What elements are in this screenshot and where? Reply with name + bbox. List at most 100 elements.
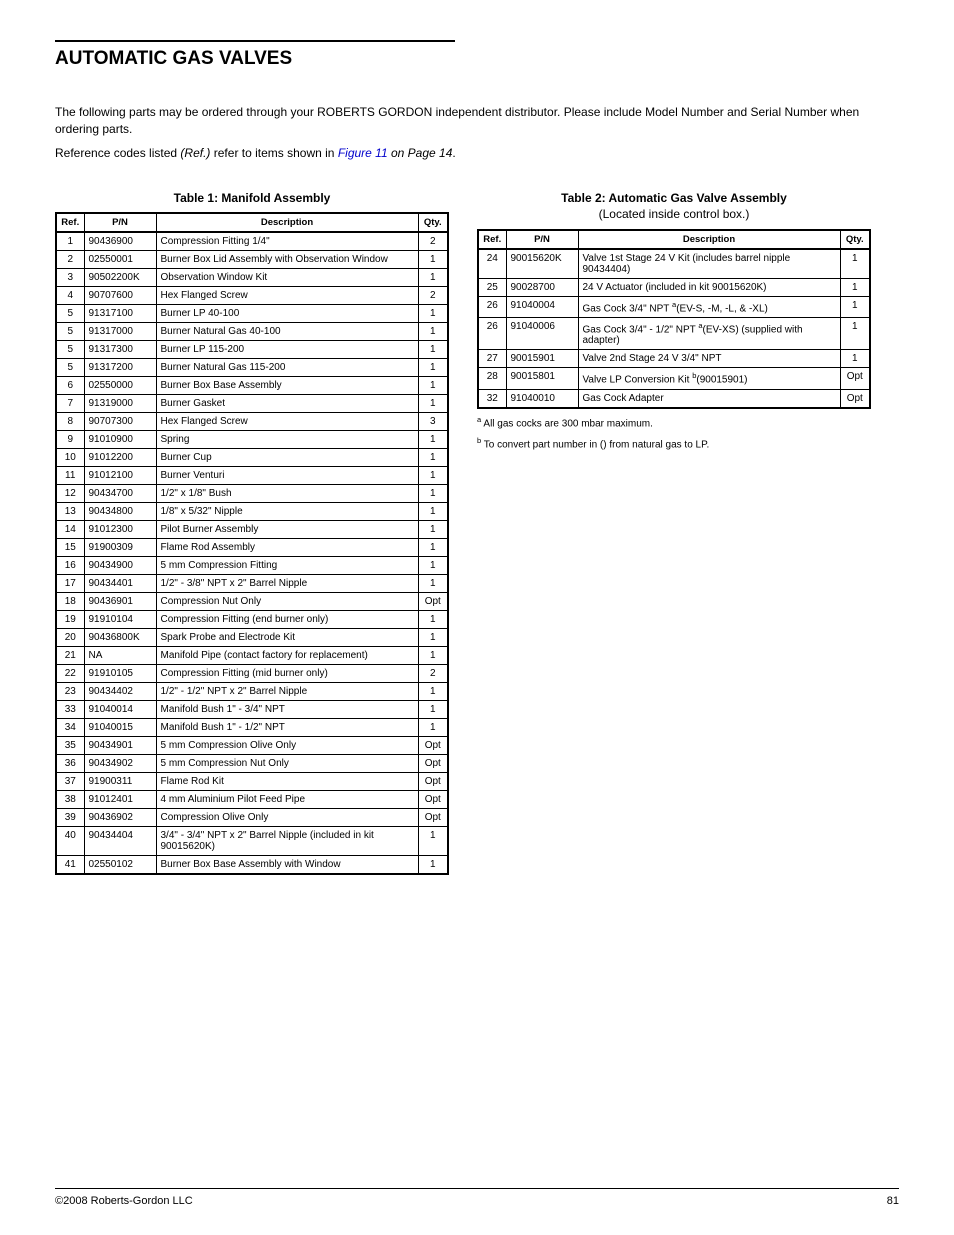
table-row: 991010900Spring1 [56, 431, 448, 449]
table-cell: 38 [56, 791, 84, 809]
table-row: 890707300Hex Flanged Screw3 [56, 413, 448, 431]
table-cell: 26 [478, 296, 506, 317]
table-cell: Opt [418, 809, 448, 827]
intro-sub-link[interactable]: Figure 11 [338, 146, 388, 160]
table-cell: 1/2" x 1/8" Bush [156, 485, 418, 503]
intro-sub-onpage: on Page 14 [391, 146, 452, 160]
table-row: 4102550102Burner Box Base Assembly with … [56, 856, 448, 875]
table-cell: Opt [418, 737, 448, 755]
table-cell: 24 [478, 249, 506, 279]
table-cell: 90434901 [84, 737, 156, 755]
table-cell: 91040014 [84, 701, 156, 719]
table-cell: 1 [418, 701, 448, 719]
table-cell: 91900309 [84, 539, 156, 557]
table-row: 602550000Burner Box Base Assembly1 [56, 377, 448, 395]
table-cell: Valve 2nd Stage 24 V 3/4" NPT [578, 350, 840, 368]
table1-caption-line1: Table 1: Manifold Assembly [55, 190, 449, 206]
table-header-row: Ref.P/NDescriptionQty. [56, 213, 448, 232]
table-cell: 90434700 [84, 485, 156, 503]
table-row: 259002870024 V Actuator (included in kit… [478, 278, 870, 296]
table-cell: Opt [418, 791, 448, 809]
table-cell: 90436900 [84, 232, 156, 251]
table-cell: 1 [418, 503, 448, 521]
table-cell: 3/4" - 3/4" NPT x 2" Barrel Nipple (incl… [156, 827, 418, 856]
table-cell: 02550001 [84, 251, 156, 269]
table1-caption: Table 1: Manifold Assembly [55, 190, 449, 206]
table-cell: Opt [418, 593, 448, 611]
table-cell: Compression Olive Only [156, 809, 418, 827]
table-cell: Opt [840, 368, 870, 389]
table-cell: 91317200 [84, 359, 156, 377]
table-cell: 1 [840, 278, 870, 296]
table-cell: 1 [56, 232, 84, 251]
table-row: 791319000Burner Gasket1 [56, 395, 448, 413]
table-row: 2790015901Valve 2nd Stage 24 V 3/4" NPT1 [478, 350, 870, 368]
table-cell: 90434900 [84, 557, 156, 575]
table-cell: 90015620K [506, 249, 578, 279]
table-row: 390502200KObservation Window Kit1 [56, 269, 448, 287]
table-cell: 02550000 [84, 377, 156, 395]
table-cell: Opt [418, 755, 448, 773]
table-cell: 1 [418, 377, 448, 395]
table-cell: Compression Fitting (end burner only) [156, 611, 418, 629]
left-column: Table 1: Manifold Assembly Ref.P/NDescri… [55, 190, 449, 875]
table-cell: 90707600 [84, 287, 156, 305]
table-cell: 40 [56, 827, 84, 856]
table-cell: 90436901 [84, 593, 156, 611]
table-cell: 2 [56, 251, 84, 269]
table-row: 591317000Burner Natural Gas 40-1001 [56, 323, 448, 341]
table-cell: 20 [56, 629, 84, 647]
table-cell: 91910104 [84, 611, 156, 629]
table-cell: Spark Probe and Electrode Kit [156, 629, 418, 647]
table1: Ref.P/NDescriptionQty.190436900Compressi… [55, 212, 449, 875]
table-cell: Observation Window Kit [156, 269, 418, 287]
table-cell: 02550102 [84, 856, 156, 875]
table-cell: Burner Cup [156, 449, 418, 467]
table-cell: Pilot Burner Assembly [156, 521, 418, 539]
table-row: 1191012100Burner Venturi1 [56, 467, 448, 485]
table-row: 2090436800KSpark Probe and Electrode Kit… [56, 629, 448, 647]
table-cell: 1 [418, 629, 448, 647]
table-cell: 91012401 [84, 791, 156, 809]
table-row: 1591900309Flame Rod Assembly1 [56, 539, 448, 557]
table-cell: 5 mm Compression Fitting [156, 557, 418, 575]
table-cell: 10 [56, 449, 84, 467]
table-cell: Gas Cock 3/4" - 1/2" NPT a(EV-XS) (suppl… [578, 317, 840, 349]
table-cell: 1 [418, 359, 448, 377]
table-cell: 24 V Actuator (included in kit 90015620K… [578, 278, 840, 296]
table-cell: Manifold Bush 1" - 3/4" NPT [156, 701, 418, 719]
table-cell: 1 [418, 269, 448, 287]
table-cell: Hex Flanged Screw [156, 287, 418, 305]
table-cell: 37 [56, 773, 84, 791]
table-row: 35904349015 mm Compression Olive OnlyOpt [56, 737, 448, 755]
table-cell: 90502200K [84, 269, 156, 287]
table-cell: 1/2" - 3/8" NPT x 2" Barrel Nipple [156, 575, 418, 593]
table-cell: 39 [56, 809, 84, 827]
table-header-row: Ref.P/NDescriptionQty. [478, 230, 870, 249]
table-cell: Valve LP Conversion Kit b(90015901) [578, 368, 840, 389]
table-cell: 28 [478, 368, 506, 389]
table-row: 2691040006Gas Cock 3/4" - 1/2" NPT a(EV-… [478, 317, 870, 349]
table-cell: Burner Natural Gas 115-200 [156, 359, 418, 377]
table-cell: Burner Box Base Assembly with Window [156, 856, 418, 875]
title-underline [55, 40, 455, 42]
table-cell: 91012100 [84, 467, 156, 485]
table-cell: 1/2" - 1/2" NPT x 2" Barrel Nipple [156, 683, 418, 701]
table2-caption-line1: Table 2: Automatic Gas Valve Assembly [477, 190, 871, 206]
table-cell: 18 [56, 593, 84, 611]
table-cell: 5 [56, 323, 84, 341]
table-cell: 17 [56, 575, 84, 593]
table-cell: 22 [56, 665, 84, 683]
table-cell: 13 [56, 503, 84, 521]
table-cell: 91040004 [506, 296, 578, 317]
table-cell: 1 [840, 350, 870, 368]
table-header-cell: Qty. [840, 230, 870, 249]
table-cell: 2 [418, 232, 448, 251]
table-cell: 5 [56, 359, 84, 377]
table-cell: 1 [418, 341, 448, 359]
table-header-cell: Ref. [56, 213, 84, 232]
table-cell: 91040006 [506, 317, 578, 349]
table-header-cell: Description [578, 230, 840, 249]
right-column: Table 2: Automatic Gas Valve Assembly (L… [477, 190, 871, 452]
table-cell: 33 [56, 701, 84, 719]
